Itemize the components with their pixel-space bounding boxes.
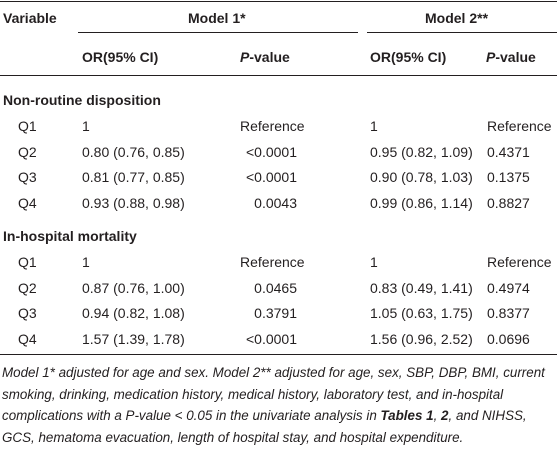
p-value: 0.0043 — [254, 195, 297, 212]
footnote-text: Tables 1 — [380, 408, 434, 423]
quartile: Q2 — [18, 143, 37, 160]
p-value: 0.0696 — [487, 330, 530, 347]
p-value: 0.3791 — [254, 305, 297, 322]
odds-ratio: 0.83 (0.49, 1.41) — [370, 279, 473, 296]
model2-rule — [367, 32, 557, 33]
p-value: 0.1375 — [487, 169, 530, 186]
quartile: Q2 — [18, 279, 37, 296]
odds-ratio: 1.05 (0.63, 1.75) — [370, 305, 473, 322]
or-header: OR(95% CI) — [82, 49, 159, 65]
odds-ratio: 0.81 (0.77, 0.85) — [82, 169, 185, 186]
quartile: Q4 — [18, 330, 37, 347]
variable-header: Variable — [3, 10, 57, 26]
p-value: 0.8377 — [487, 305, 530, 322]
odds-ratio: 1.56 (0.96, 2.52) — [370, 330, 473, 347]
odds-ratio: 0.87 (0.76, 1.00) — [82, 279, 185, 296]
odds-ratio: 0.80 (0.76, 0.85) — [82, 143, 185, 160]
or-header: OR(95% CI) — [370, 49, 447, 65]
p-value: <0.0001 — [246, 330, 297, 347]
odds-ratio: 1 — [370, 253, 378, 270]
section-title: Non-routine disposition — [3, 92, 161, 108]
p-header: P-value — [486, 49, 536, 65]
model2-header: Model 2** — [425, 10, 489, 26]
footnote: Model 1* adjusted for age and sex. Model… — [2, 362, 555, 448]
odds-ratio: 0.99 (0.86, 1.14) — [370, 195, 473, 212]
p-value: Reference — [487, 118, 552, 134]
header-rule — [0, 75, 557, 76]
section-title: In-hospital mortality — [3, 227, 137, 244]
footnote-text: 2 — [441, 408, 449, 423]
p-value: 0.0465 — [254, 279, 297, 296]
footnote-text: , — [433, 408, 442, 423]
bottom-rule — [0, 354, 557, 355]
quartile: Q4 — [18, 195, 37, 212]
odds-ratio: 0.95 (0.82, 1.09) — [370, 143, 473, 160]
model1-rule — [78, 32, 358, 33]
odds-ratio: 1 — [370, 118, 378, 134]
p-value: <0.0001 — [246, 169, 297, 186]
quartile: Q3 — [18, 305, 37, 322]
odds-ratio: 0.93 (0.88, 0.98) — [82, 195, 185, 212]
p-value: 0.4974 — [487, 279, 530, 296]
p-value: Reference — [240, 253, 305, 270]
p-header: P-value — [240, 49, 290, 65]
odds-ratio: 0.94 (0.82, 1.08) — [82, 305, 185, 322]
top-rule — [0, 1, 557, 2]
odds-ratio: 0.90 (0.78, 1.03) — [370, 169, 473, 186]
p-value: 0.8827 — [487, 195, 530, 212]
quartile: Q1 — [18, 118, 37, 134]
p-value: <0.0001 — [246, 143, 297, 160]
p-value: Reference — [240, 118, 305, 134]
model1-header: Model 1* — [188, 10, 246, 26]
odds-ratio: 1.57 (1.39, 1.78) — [82, 330, 185, 347]
quartile: Q1 — [18, 253, 37, 270]
footnote-text: Model 1* adjusted for age and sex. Model… — [2, 365, 545, 423]
p-value: Reference — [487, 253, 552, 270]
footnote-text: , and NIHSS, GCS, hematoma evacuation, l… — [2, 408, 527, 445]
p-value: 0.4371 — [487, 143, 530, 160]
quartile: Q3 — [18, 169, 37, 186]
odds-ratio: 1 — [82, 253, 90, 270]
odds-ratio: 1 — [82, 118, 90, 134]
